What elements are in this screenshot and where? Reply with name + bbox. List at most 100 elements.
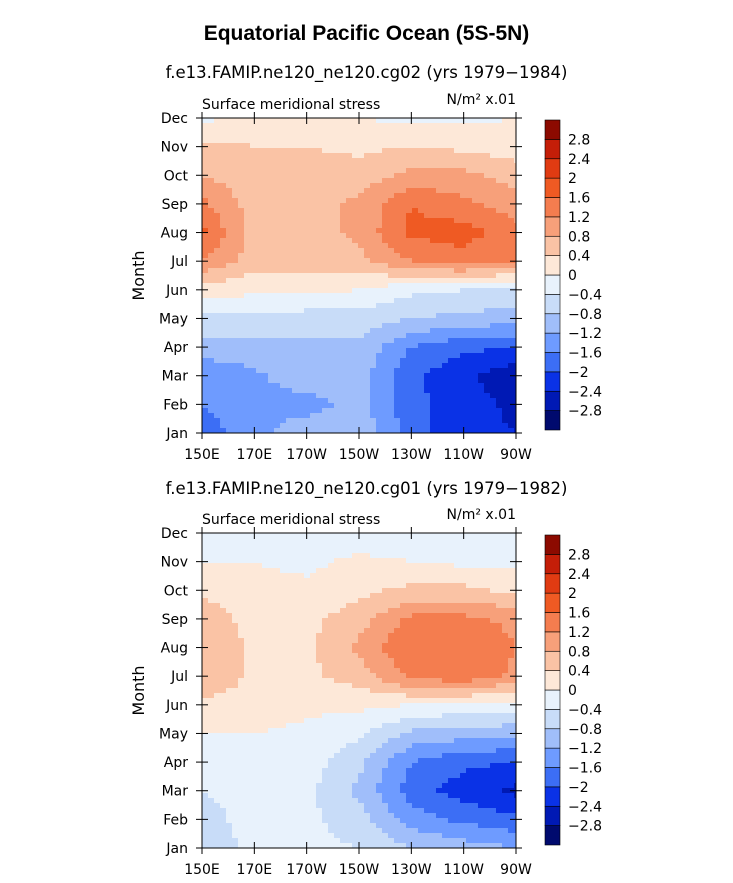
contour-cell	[442, 333, 449, 339]
contour-cell	[406, 403, 413, 409]
contour-cell	[232, 193, 239, 199]
contour-cell	[358, 643, 365, 649]
contour-cell	[208, 128, 215, 134]
contour-cell	[268, 403, 275, 409]
contour-cell	[382, 288, 389, 294]
contour-cell	[400, 148, 407, 154]
contour-cell	[262, 348, 269, 354]
contour-cell	[472, 283, 479, 289]
contour-cell	[322, 138, 329, 144]
contour-cell	[502, 303, 509, 309]
contour-cell	[220, 363, 227, 369]
contour-cell	[352, 543, 359, 549]
contour-cell	[208, 608, 215, 614]
contour-cell	[208, 428, 215, 433]
contour-cell	[406, 253, 413, 259]
contour-cell	[280, 388, 287, 394]
contour-cell	[292, 363, 299, 369]
contour-cell	[352, 608, 359, 614]
contour-cell	[322, 638, 329, 644]
contour-cell	[466, 273, 473, 279]
contour-cell	[322, 543, 329, 549]
contour-cell	[208, 598, 215, 604]
contour-cell	[394, 163, 401, 169]
contour-cell	[478, 143, 485, 149]
contour-cell	[244, 308, 251, 314]
contour-cell	[388, 308, 395, 314]
contour-cell	[484, 183, 491, 189]
contour-cell	[226, 553, 233, 559]
contour-cell	[256, 228, 263, 234]
contour-cell	[232, 648, 239, 654]
contour-cell	[394, 143, 401, 149]
contour-cell	[442, 378, 449, 384]
contour-cell	[334, 328, 341, 334]
contour-cell	[346, 218, 353, 224]
contour-cell	[370, 268, 377, 274]
contour-cell	[454, 353, 461, 359]
contour-cell	[496, 353, 503, 359]
contour-cell	[304, 208, 311, 214]
contour-cell	[244, 363, 251, 369]
contour-cell	[220, 543, 227, 549]
contour-cell	[340, 283, 347, 289]
contour-cell	[208, 678, 215, 684]
contour-cell	[322, 673, 329, 679]
contour-cell	[418, 213, 425, 219]
contour-cell	[256, 253, 263, 259]
contour-cell	[376, 153, 383, 159]
colorbar-box	[544, 352, 561, 373]
contour-cell	[484, 223, 491, 229]
contour-cell	[514, 318, 516, 324]
contour-cell	[406, 298, 413, 304]
contour-cell	[208, 393, 215, 399]
contour-cell	[412, 353, 419, 359]
contour-cell	[502, 378, 509, 384]
contour-cell	[418, 273, 425, 279]
contour-cell	[424, 393, 431, 399]
contour-cell	[352, 318, 359, 324]
contour-cell	[496, 568, 503, 574]
contour-cell	[268, 208, 275, 214]
contour-cell	[382, 428, 389, 433]
contour-cell	[220, 348, 227, 354]
contour-cell	[352, 383, 359, 389]
contour-cell	[388, 548, 395, 554]
contour-cell	[304, 228, 311, 234]
contour-cell	[466, 588, 473, 594]
contour-cell	[226, 333, 233, 339]
contour-cell	[244, 198, 251, 204]
contour-cell	[226, 593, 233, 599]
contour-cell	[298, 358, 305, 364]
contour-cell	[376, 253, 383, 259]
contour-cell	[370, 363, 377, 369]
contour-cell	[424, 668, 431, 674]
contour-cell	[364, 133, 371, 139]
contour-cell	[214, 408, 221, 414]
contour-cell	[250, 628, 257, 634]
contour-cell	[496, 323, 503, 329]
contour-cell	[418, 158, 425, 164]
contour-cell	[394, 578, 401, 584]
contour-cell	[226, 228, 233, 234]
contour-cell	[208, 548, 215, 554]
contour-cell	[370, 633, 377, 639]
contour-cell	[364, 388, 371, 394]
contour-cell	[274, 418, 281, 424]
contour-cell	[214, 223, 221, 229]
contour-cell	[496, 408, 503, 414]
contour-cell	[238, 168, 245, 174]
contour-cell	[202, 183, 209, 189]
contour-cell	[214, 388, 221, 394]
contour-cell	[346, 263, 353, 269]
contour-cell	[340, 308, 347, 314]
contour-cell	[286, 413, 293, 419]
contour-cell	[472, 328, 479, 334]
contour-cell	[316, 213, 323, 219]
contour-cell	[388, 388, 395, 394]
contour-cell	[496, 648, 503, 654]
contour-cell	[322, 198, 329, 204]
contour-cell	[412, 193, 419, 199]
contour-cell	[424, 403, 431, 409]
contour-cell	[220, 548, 227, 554]
